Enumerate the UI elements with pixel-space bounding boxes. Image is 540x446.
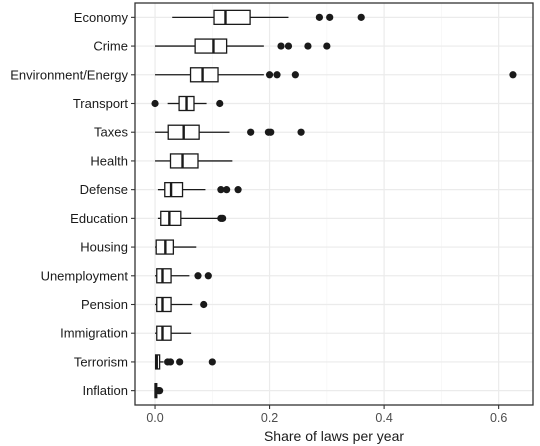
- outlier-point: [315, 13, 323, 21]
- outlier-point: [291, 71, 299, 79]
- outlier-point: [200, 300, 208, 309]
- category-label: Crime: [93, 39, 128, 54]
- outlier-point: [323, 42, 331, 50]
- category-label: Terrorism: [74, 354, 128, 369]
- box-iqr: [194, 38, 228, 54]
- x-tick-label: 0.6: [490, 411, 507, 425]
- outlier-point: [176, 358, 184, 366]
- box-group-10: [155, 296, 208, 313]
- outlier-point: [166, 358, 175, 366]
- outlier-point: [304, 42, 312, 50]
- outlier-point: [156, 387, 164, 395]
- box-group-2: [155, 67, 517, 83]
- category-label: Immigration: [60, 326, 128, 341]
- box-iqr: [156, 296, 172, 313]
- panel-border: [134, 2, 534, 406]
- box-group-6: [157, 181, 242, 198]
- category-label: Economy: [74, 10, 129, 25]
- box-group-1: [155, 38, 331, 54]
- box-group-8: [155, 239, 197, 255]
- x-tick-label: 0.2: [261, 411, 278, 425]
- category-label: Housing: [80, 240, 128, 255]
- outlier-point: [151, 99, 159, 108]
- outlier-point: [194, 272, 202, 280]
- outlier-point: [204, 272, 212, 280]
- x-axis-title: Share of laws per year: [264, 428, 404, 444]
- box-iqr: [160, 210, 182, 227]
- box-group-13: [154, 382, 164, 399]
- outlier-point: [357, 13, 365, 21]
- category-label: Education: [70, 211, 128, 226]
- box-series: [151, 9, 517, 399]
- x-tick-label: 0.0: [146, 411, 163, 425]
- category-label: Unemployment: [41, 268, 129, 283]
- category-label: Pension: [81, 297, 128, 312]
- outlier-point: [223, 186, 231, 194]
- category-label: Taxes: [94, 125, 128, 140]
- grid-lines: [135, 3, 533, 405]
- x-tick-label: 0.4: [375, 411, 392, 425]
- category-label: Transport: [73, 96, 129, 111]
- outlier-point: [219, 214, 227, 222]
- box-iqr: [189, 67, 219, 83]
- outlier-point: [273, 71, 281, 79]
- box-group-11: [155, 325, 192, 341]
- outlier-point: [267, 128, 275, 136]
- outlier-point: [265, 71, 274, 79]
- box-iqr: [156, 268, 172, 284]
- x-axis: 0.0 0.2 0.4 0.6: [146, 405, 507, 425]
- outlier-point: [509, 71, 517, 79]
- box-group-5: [155, 153, 233, 169]
- outlier-point: [297, 128, 305, 136]
- box-iqr: [213, 9, 251, 26]
- box-iqr: [156, 325, 172, 341]
- box-group-4: [155, 124, 305, 140]
- box-group-0: [172, 9, 365, 26]
- box-group-7: [157, 210, 227, 227]
- category-labels: Economy Crime Environment/Energy Transport T…: [10, 10, 135, 398]
- outlier-point: [277, 42, 285, 50]
- plot-panel: [134, 2, 534, 406]
- outlier-point: [284, 42, 293, 50]
- box-iqr: [164, 181, 184, 198]
- outlier-point: [247, 128, 255, 136]
- box-group-3: [151, 95, 224, 112]
- category-label: Health: [90, 153, 128, 168]
- box-group-9: [155, 268, 212, 284]
- outlier-point: [326, 13, 334, 21]
- outlier-point: [216, 99, 224, 108]
- category-label: Inflation: [82, 383, 128, 398]
- category-label: Defense: [80, 182, 128, 197]
- outlier-point: [234, 186, 242, 194]
- outlier-point: [217, 186, 225, 194]
- box-group-12: [154, 354, 216, 370]
- outlier-point: [208, 358, 216, 366]
- category-label: Environment/Energy: [10, 67, 128, 82]
- box-iqr: [169, 153, 199, 169]
